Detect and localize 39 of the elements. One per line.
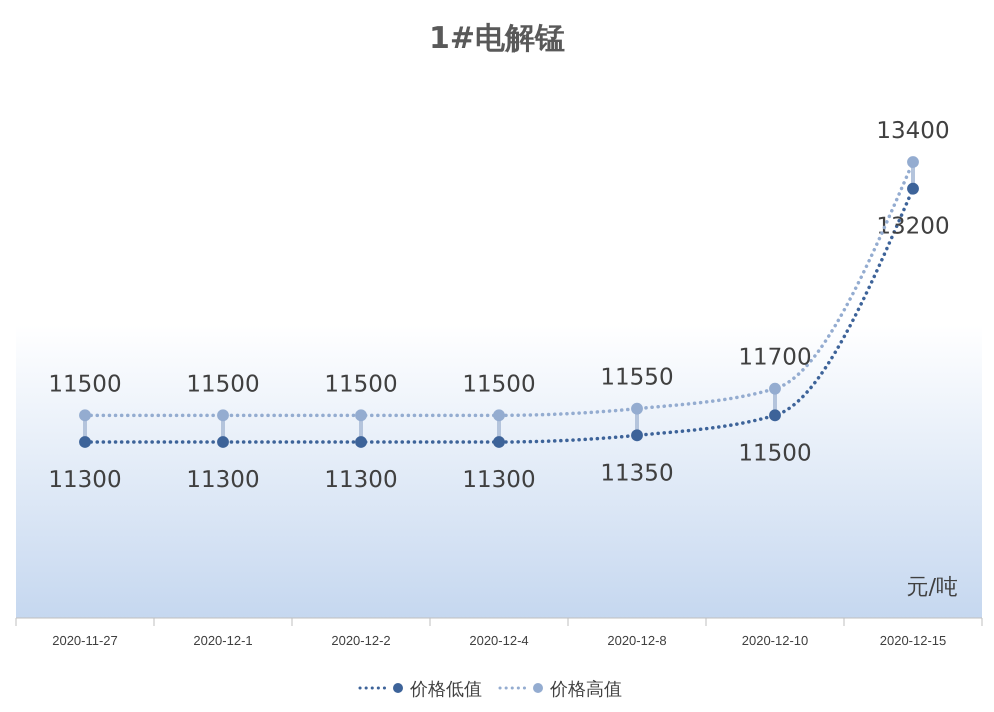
legend-label: 价格高值 <box>549 679 622 700</box>
data-label: 11550 <box>600 364 674 391</box>
data-label: 11300 <box>462 467 536 493</box>
data-label: 11500 <box>186 371 260 398</box>
point <box>355 409 367 422</box>
data-label: 11700 <box>738 344 812 371</box>
data-label: 11300 <box>324 467 398 493</box>
point <box>769 382 781 395</box>
point <box>493 409 505 422</box>
x-tick-label: 2020-12-15 <box>880 633 946 648</box>
point <box>493 436 505 448</box>
point <box>217 436 229 448</box>
data-label: 11500 <box>738 440 812 466</box>
x-tick-label: 2020-11-27 <box>52 633 118 648</box>
chart-title: 1#电解锰 <box>428 21 566 56</box>
x-tick-label: 2020-12-1 <box>193 633 253 648</box>
data-label: 13200 <box>876 214 950 240</box>
legend-label: 价格低值 <box>409 679 482 700</box>
point <box>355 436 367 448</box>
point <box>631 402 643 415</box>
text: 元/吨 <box>906 575 958 600</box>
point <box>79 436 91 448</box>
point <box>217 409 229 422</box>
data-label: 11500 <box>324 371 398 398</box>
data-label: 11300 <box>48 467 122 493</box>
point <box>907 156 919 168</box>
x-tick-label: 2020-12-8 <box>607 633 667 648</box>
point <box>907 182 919 195</box>
data-label: 13400 <box>876 118 950 144</box>
data-label: 11500 <box>48 371 122 398</box>
x-tick-label: 2020-12-10 <box>742 633 808 648</box>
data-label: 11500 <box>462 371 536 398</box>
point <box>79 409 91 422</box>
data-label: 11300 <box>186 467 260 493</box>
point <box>631 429 643 442</box>
x-tick-label: 2020-12-2 <box>331 633 391 648</box>
x-tick-label: 2020-12-4 <box>469 633 529 648</box>
data-label: 11350 <box>600 460 674 486</box>
point <box>769 409 781 422</box>
